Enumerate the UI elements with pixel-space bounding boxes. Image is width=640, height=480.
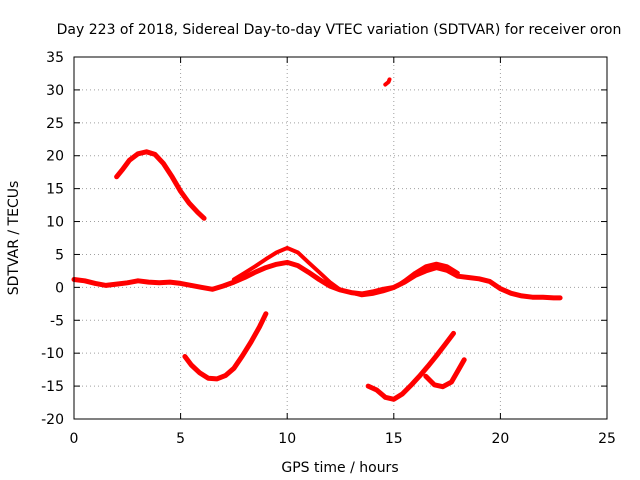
y-tick-label: -10: [41, 346, 64, 362]
chart-title: Day 223 of 2018, Sidereal Day-to-day VTE…: [57, 22, 622, 38]
y-tick-label: 20: [46, 149, 64, 165]
y-tick-label: 0: [55, 280, 64, 296]
y-tick-label: -15: [41, 379, 64, 395]
series-line: [231, 245, 460, 298]
series-line: [182, 311, 269, 382]
x-axis-label: GPS time / hours: [281, 460, 398, 476]
plot-border: [73, 56, 608, 420]
series-line: [114, 149, 207, 221]
series-line: [71, 259, 563, 301]
x-tick-label: 25: [598, 431, 616, 447]
plot-area: [71, 77, 563, 402]
series-line: [423, 357, 467, 390]
x-tick-label: 20: [491, 431, 509, 447]
grid: [74, 57, 607, 419]
y-tick-label: 5: [55, 247, 64, 263]
y-tick-label: 10: [46, 215, 64, 231]
x-tick-label: 0: [70, 431, 79, 447]
series-line: [383, 77, 392, 87]
series-line: [365, 330, 456, 402]
y-tick-label: 25: [46, 116, 64, 132]
y-tick-label: -20: [41, 412, 64, 428]
y-tick-label: -5: [50, 313, 64, 329]
x-tick-label: 10: [278, 431, 296, 447]
y-tick-label: 30: [46, 83, 64, 99]
x-tick-label: 5: [176, 431, 185, 447]
y-axis-label: SDTVAR / TECUs: [6, 181, 22, 296]
axis-ticks: 0 5 10 15 20 25 -20 -15 -10 -5 0 5 10 15 20 25 30 35: [41, 50, 616, 447]
x-tick-label: 15: [385, 431, 403, 447]
y-tick-label: 35: [46, 50, 64, 66]
y-tick-label: 15: [46, 182, 64, 198]
